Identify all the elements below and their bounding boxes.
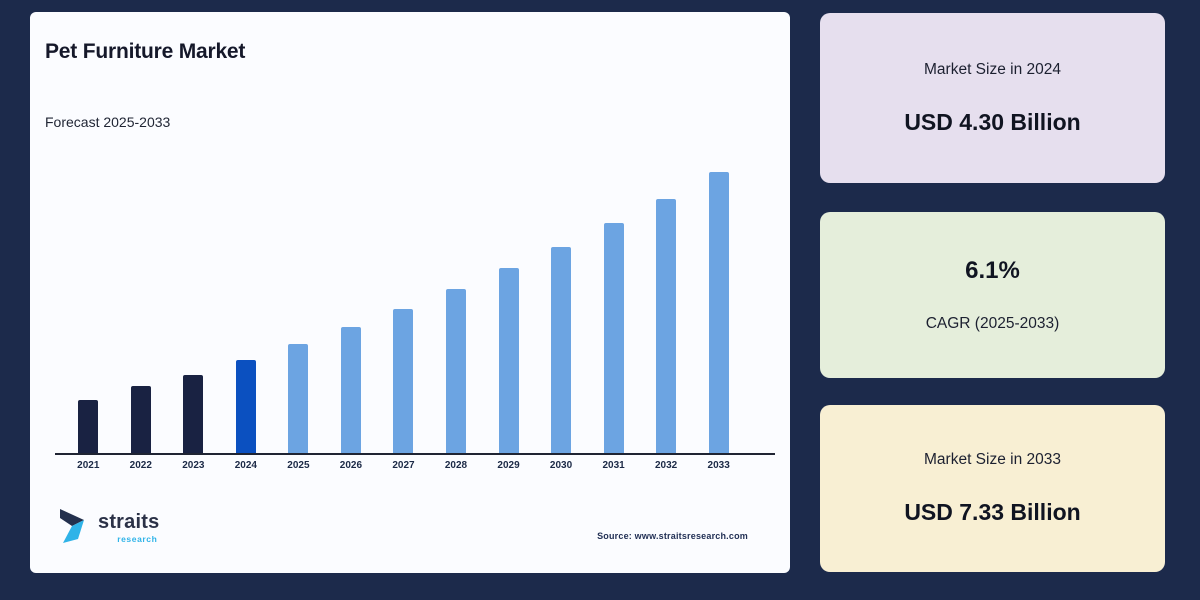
bar-2033: [708, 172, 729, 453]
bar-slot-2032: [640, 151, 693, 453]
axis-label-2025: 2025: [287, 460, 310, 471]
bar-2029: [498, 268, 519, 453]
bar-slot-2024: [220, 151, 273, 453]
axis-label-2031: 2031: [602, 460, 625, 471]
bar-2023: [183, 375, 204, 453]
bar-2028: [445, 289, 466, 453]
bar-slot-2031: [587, 151, 640, 453]
bar-slot-2033: [692, 151, 745, 453]
axis-label-2021: 2021: [77, 460, 100, 471]
forecast-subtitle: Forecast 2025-2033: [45, 114, 171, 130]
axis-label-2022: 2022: [129, 460, 152, 471]
stat-panel-market-size-2033: Market Size in 2033 USD 7.33 Billion: [820, 405, 1165, 572]
straits-arrow-icon: [56, 504, 94, 551]
bar-2024: [235, 360, 256, 453]
bar-slot-2026: [325, 151, 378, 453]
logo-name: straits: [98, 510, 160, 533]
page-title: Pet Furniture Market: [45, 40, 246, 63]
axis-label-2026: 2026: [339, 460, 363, 471]
bar-slot-2023: [167, 151, 220, 453]
x-axis-line: [55, 453, 775, 455]
bar-2031: [603, 223, 624, 453]
axis-label-2030: 2030: [549, 460, 573, 471]
bar-chart: [62, 151, 745, 453]
axis-label-2027: 2027: [392, 460, 415, 471]
bar-2027: [393, 309, 414, 453]
x-axis-labels: 2021 2022 2023 2024 2025 2026 2027 2028 2029 2030…: [62, 460, 745, 471]
stat-value: USD 4.30 Billion: [904, 108, 1081, 135]
bar-slot-2022: [115, 151, 168, 453]
bar-2025: [288, 344, 309, 453]
stat-value: USD 7.33 Billion: [904, 499, 1081, 525]
axis-label-2024: 2024: [234, 460, 257, 471]
bar-slot-2030: [535, 151, 588, 453]
stat-panel-cagr: 6.1% CAGR (2025-2033): [820, 212, 1165, 378]
bar-2030: [551, 247, 572, 453]
bar-slot-2029: [482, 151, 535, 453]
bar-2022: [130, 386, 151, 453]
stat-value: 6.1%: [965, 257, 1020, 284]
bar-2021: [78, 400, 99, 453]
bar-slot-2027: [377, 151, 430, 453]
logo-wordmark: straits research: [98, 512, 159, 544]
axis-label-2032: 2032: [654, 460, 678, 471]
axis-label-2023: 2023: [182, 460, 205, 471]
source-attribution: Source: www.straitsresearch.com: [597, 531, 748, 541]
stat-label: Market Size in 2033: [924, 451, 1061, 468]
stat-label: CAGR (2025-2033): [925, 315, 1060, 332]
bar-2026: [340, 327, 361, 453]
logo-subname: research: [117, 533, 158, 544]
axis-label-2033: 2033: [707, 460, 730, 471]
stat-label: Market Size in 2024: [924, 60, 1061, 78]
chart-card: Pet Furniture Market Forecast 2025-2033 …: [30, 12, 790, 573]
bar-slot-2025: [272, 151, 325, 453]
bar-slot-2028: [430, 151, 483, 453]
bar-slot-2021: [62, 151, 115, 453]
bar-2032: [656, 199, 677, 453]
stat-panel-market-size-2024: Market Size in 2024 USD 4.30 Billion: [820, 13, 1165, 183]
axis-label-2028: 2028: [444, 460, 468, 471]
straits-research-logo: straits research: [56, 504, 159, 551]
axis-label-2029: 2029: [497, 460, 520, 471]
